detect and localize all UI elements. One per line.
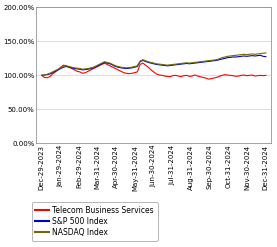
Legend: Telecom Business Services, S&P 500 Index, NASDAQ Index: Telecom Business Services, S&P 500 Index… <box>32 202 158 241</box>
